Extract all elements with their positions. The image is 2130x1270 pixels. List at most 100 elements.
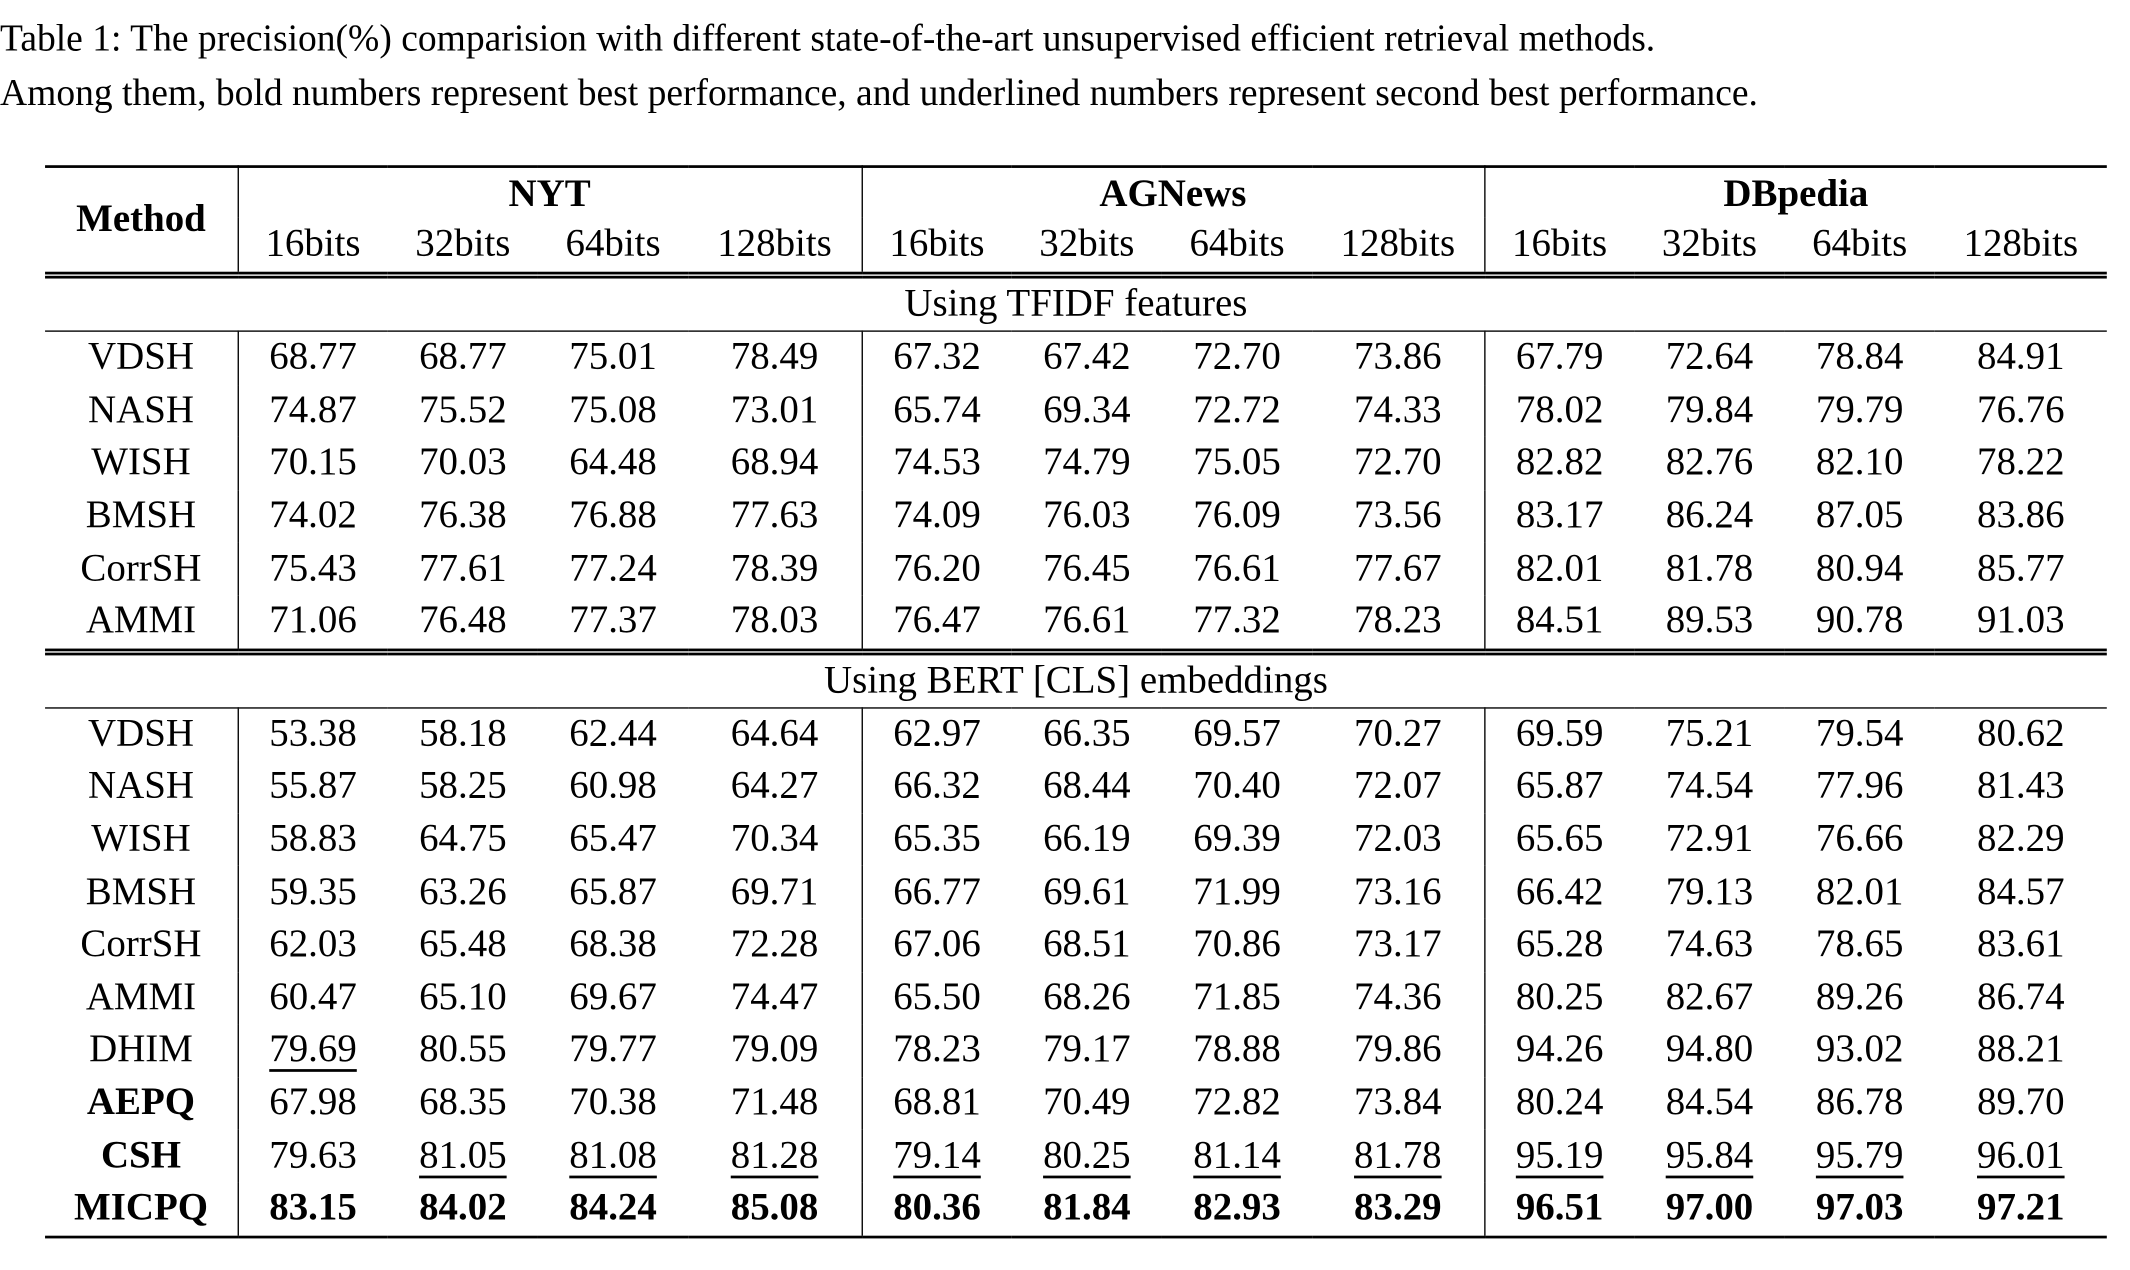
precision-value: 65.10 [419, 976, 507, 1019]
precision-value: 78.65 [1815, 923, 1904, 966]
precision-value: 63.26 [419, 870, 507, 913]
precision-value: 76.47 [893, 599, 981, 643]
method-name: CorrSH [80, 547, 202, 590]
precision-cell: 75.05 [1162, 437, 1312, 490]
precision-value: 79.63 [269, 1134, 357, 1177]
precision-cell: 80.55 [388, 1024, 538, 1077]
precision-value: 76.61 [1043, 599, 1131, 643]
precision-value: 69.71 [730, 870, 819, 913]
precision-value: 80.25 [1043, 1134, 1131, 1177]
precision-cell: 53.38 [236, 707, 388, 761]
precision-cell: 72.72 [1162, 384, 1312, 437]
precision-cell: 66.35 [1012, 707, 1162, 760]
precision-value: 72.70 [1193, 336, 1281, 379]
precision-cell: 82.10 [1785, 437, 1935, 490]
caption-line-2: Among them, bold numbers represent best … [0, 71, 1758, 114]
precision-cell: 93.02 [1785, 1024, 1935, 1077]
precision-value: 79.79 [1815, 388, 1904, 432]
precision-cell: 62.97 [860, 707, 1012, 761]
section-title: Using BERT [CLS] embeddings [45, 651, 2107, 709]
precision-value: 79.77 [569, 1028, 657, 1072]
precision-cell: 87.05 [1785, 490, 1935, 543]
precision-value: 68.94 [730, 441, 819, 485]
precision-cell: 82.82 [1483, 437, 1635, 490]
precision-cell: 73.56 [1312, 490, 1484, 543]
precision-value: 79.69 [269, 1028, 357, 1072]
precision-value: 80.55 [419, 1028, 507, 1072]
precision-cell: 94.26 [1483, 1024, 1635, 1077]
precision-cell: 78.88 [1162, 1024, 1312, 1077]
precision-cell: 79.77 [538, 1024, 688, 1077]
precision-value: 80.25 [1515, 976, 1604, 1019]
precision-value: 64.64 [730, 712, 819, 755]
precision-cell: 68.44 [1012, 761, 1162, 814]
precision-value: 65.50 [893, 976, 981, 1019]
precision-cell: 90.78 [1784, 595, 1935, 655]
precision-value: 84.51 [1515, 599, 1604, 643]
table-row: DHIM 79.69 80.55 79.77 79.09 78.23 79.17 78.88 7… [45, 1024, 2107, 1077]
precision-value: 84.91 [1977, 336, 2065, 379]
precision-value: 97.03 [1815, 1186, 1904, 1230]
column-header-bits: 64bits [537, 217, 689, 279]
precision-value: 83.15 [269, 1186, 357, 1230]
method-name: AEPQ [86, 1081, 196, 1124]
precision-cell: 70.49 [1012, 1077, 1162, 1130]
precision-cell: 81.28 [688, 1130, 861, 1183]
precision-cell: 66.42 [1483, 866, 1635, 919]
column-header-dataset: AGNews [860, 166, 1485, 218]
precision-cell: 65.87 [538, 866, 688, 919]
precision-value: 70.38 [569, 1081, 657, 1124]
precision-value: 73.84 [1354, 1081, 1442, 1124]
precision-value: 91.03 [1977, 599, 2065, 643]
precision-cell: 64.64 [688, 707, 861, 760]
precision-value: 74.54 [1665, 765, 1754, 808]
precision-value: 70.27 [1354, 712, 1442, 755]
precision-cell: 73.86 [1312, 331, 1484, 384]
precision-cell: 64.27 [688, 761, 861, 814]
precision-cell: 67.79 [1483, 331, 1635, 385]
precision-value: 86.24 [1665, 494, 1754, 537]
precision-cell: 80.36 [860, 1182, 1012, 1238]
precision-value: 79.17 [1043, 1028, 1131, 1072]
column-header-bits: 64bits [1161, 217, 1313, 279]
precision-cell: 66.77 [860, 866, 1012, 919]
precision-cell: 77.61 [388, 543, 538, 596]
precision-value: 78.22 [1977, 441, 2065, 485]
precision-cell: 64.75 [388, 813, 538, 866]
precision-value: 74.79 [1043, 441, 1131, 485]
precision-value: 72.03 [1354, 817, 1442, 861]
precision-value: 89.70 [1977, 1081, 2065, 1124]
precision-value: 65.48 [419, 923, 507, 966]
precision-cell: 75.01 [538, 331, 688, 384]
precision-value: 71.06 [269, 599, 357, 643]
precision-cell: 68.26 [1012, 972, 1162, 1025]
precision-cell: 84.91 [1935, 331, 2107, 384]
precision-cell: 70.38 [538, 1077, 688, 1130]
precision-value: 66.19 [1043, 817, 1131, 861]
precision-value: 59.35 [269, 870, 357, 913]
precision-value: 84.24 [569, 1186, 657, 1230]
precision-value: 78.84 [1815, 336, 1904, 379]
table-row: CorrSH 62.03 65.48 68.38 72.28 67.06 68.51 70.8… [45, 918, 2107, 972]
precision-cell: 78.49 [688, 331, 861, 384]
precision-value: 77.32 [1193, 599, 1281, 643]
precision-cell: 72.70 [1162, 331, 1312, 384]
precision-value: 80.94 [1815, 547, 1904, 590]
precision-value: 86.78 [1815, 1081, 1904, 1124]
precision-value: 69.57 [1193, 712, 1281, 755]
precision-value: 65.28 [1515, 923, 1604, 966]
precision-cell: 86.74 [1935, 972, 2107, 1025]
precision-value: 80.24 [1515, 1081, 1604, 1124]
precision-value: 68.81 [893, 1081, 981, 1124]
precision-cell: 68.81 [860, 1076, 1012, 1130]
precision-cell: 58.18 [388, 707, 538, 760]
precision-value: 77.37 [569, 599, 657, 643]
precision-value: 81.08 [569, 1134, 657, 1177]
precision-value: 68.44 [1043, 765, 1131, 808]
precision-cell: 62.03 [236, 918, 388, 972]
precision-value: 84.57 [1977, 870, 2065, 913]
precision-value: 68.38 [569, 923, 657, 966]
precision-cell: 78.23 [860, 1024, 1012, 1077]
precision-value: 65.74 [893, 388, 981, 432]
precision-value: 79.84 [1665, 388, 1754, 432]
